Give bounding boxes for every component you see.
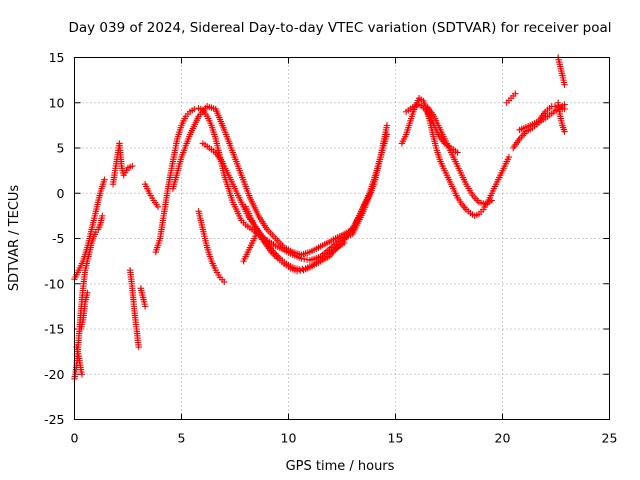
series-track-h bbox=[141, 181, 162, 211]
series-track-f bbox=[126, 266, 142, 351]
data-point bbox=[191, 105, 198, 113]
series-track-m bbox=[242, 131, 391, 275]
data-point bbox=[505, 153, 513, 161]
series-track-n bbox=[240, 230, 260, 265]
chart-title: Day 039 of 2024, Sidereal Day-to-day VTE… bbox=[68, 20, 611, 36]
grid bbox=[74, 57, 610, 420]
data-point bbox=[78, 371, 86, 378]
series-track-d bbox=[77, 289, 91, 333]
series-track-i bbox=[152, 104, 391, 264]
data-point bbox=[561, 128, 568, 135]
y-tick-label: 15 bbox=[49, 50, 65, 65]
data-point bbox=[154, 203, 162, 211]
y-tick-label: 0 bbox=[57, 186, 65, 201]
series-track-e bbox=[109, 140, 136, 188]
series-track-c bbox=[73, 343, 86, 378]
plot-frame bbox=[74, 57, 610, 420]
y-tick-label: 10 bbox=[49, 95, 65, 110]
x-tick-label: 15 bbox=[388, 431, 404, 446]
x-tick-label: 5 bbox=[178, 431, 186, 446]
series-track-j bbox=[169, 103, 382, 258]
series-track-l bbox=[195, 208, 228, 286]
data-points bbox=[71, 54, 568, 382]
series-track-q bbox=[424, 104, 495, 208]
series-track-u bbox=[554, 99, 568, 135]
series-track-o bbox=[398, 95, 513, 220]
series-track-v bbox=[503, 90, 519, 106]
data-point bbox=[488, 197, 495, 204]
x-axis-label: GPS time / hours bbox=[286, 459, 395, 474]
data-point bbox=[141, 303, 149, 310]
series-track-b bbox=[71, 176, 108, 283]
x-tick-label: 10 bbox=[281, 431, 297, 446]
y-axis-label: SDTVAR / TECUs bbox=[7, 185, 22, 292]
data-point bbox=[383, 131, 391, 138]
data-point bbox=[99, 212, 106, 220]
data-point bbox=[129, 162, 136, 170]
data-point bbox=[512, 90, 519, 97]
y-tick-label: -25 bbox=[44, 412, 64, 427]
data-point bbox=[84, 289, 91, 296]
data-point bbox=[561, 105, 568, 113]
series-track-g bbox=[137, 285, 149, 310]
y-tick-label: -5 bbox=[52, 231, 64, 246]
data-point bbox=[253, 230, 260, 238]
data-point bbox=[101, 176, 108, 183]
data-point bbox=[221, 278, 228, 286]
y-tick-label: -15 bbox=[44, 322, 64, 337]
y-tick-label: 5 bbox=[57, 141, 65, 156]
x-tick-label: 25 bbox=[602, 431, 618, 446]
x-tick-label: 20 bbox=[495, 431, 511, 446]
series-track-t bbox=[554, 54, 568, 88]
series-track-s bbox=[516, 103, 568, 134]
y-tick-label: -10 bbox=[44, 276, 64, 291]
y-tick-label: -20 bbox=[44, 367, 64, 382]
data-point bbox=[454, 149, 461, 156]
data-point bbox=[135, 343, 142, 351]
data-point bbox=[383, 122, 391, 129]
data-point bbox=[300, 255, 308, 263]
data-point bbox=[561, 81, 568, 88]
x-tick-label: 0 bbox=[71, 431, 79, 446]
